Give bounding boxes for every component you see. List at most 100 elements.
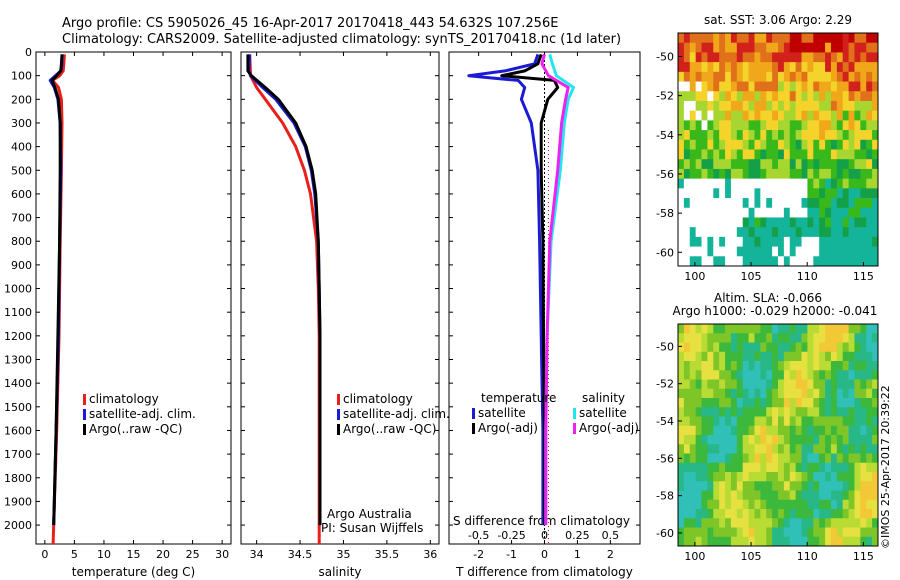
map-cell [772,481,779,491]
map-cell [689,71,697,82]
map-cell [848,52,855,63]
map-cell [772,398,779,408]
map-x-tick-label: 105 [741,550,762,563]
map-cell [789,518,797,528]
map-cell [848,168,855,180]
map-cell [854,42,861,53]
map-cell [819,499,826,510]
map-cell [760,149,767,160]
map-cell [783,130,791,141]
map-cell [819,416,826,427]
map-cell [695,188,702,199]
map-cell [725,453,732,464]
map-cell [801,509,808,519]
legend-swatch [83,409,86,420]
map-cell [772,217,779,228]
map-cell [783,100,791,112]
map-cell [801,490,808,501]
x-tick-label: 30 [215,548,229,561]
map-cell [836,435,844,445]
map-cell [736,256,744,267]
map-cell [730,149,738,160]
map-cell [866,91,873,102]
map-cell [760,462,767,473]
map-cell [689,91,697,102]
map-cell [842,217,849,228]
map-cell [707,462,714,473]
map-cell [683,324,691,334]
map-cell [807,236,814,247]
map-cell [772,91,779,102]
map-cell [789,324,797,334]
map-cell [707,379,714,390]
map-cell [866,499,873,510]
map-cell [695,499,702,510]
map-cell [701,42,708,53]
map-cell [836,490,844,501]
map-cell [795,236,802,247]
map-cell [830,42,838,53]
map-cell [766,130,773,141]
depth-tick-label: 1700 [4,448,32,461]
map-cell [813,342,820,353]
s-tick-label: 0.25 [565,529,590,542]
map-cell [789,207,797,218]
map-cell [742,462,749,473]
map-cell [689,62,697,73]
map-cell [795,444,802,454]
map-cell [872,324,879,334]
map-cell [707,33,714,44]
map-cell [719,472,726,482]
map-cell [860,472,867,482]
map-cell [689,217,697,228]
map-cell [754,361,761,371]
x-tick-label: 1 [574,548,581,561]
map-cell [819,333,826,343]
map-cell [842,33,849,44]
map-cell [707,453,714,464]
map-cell [783,379,791,390]
map-cell [819,159,826,170]
map-cell [748,536,755,547]
map-cell [701,188,708,199]
map-cell [742,42,749,53]
map-cell [766,499,773,510]
map-cell [854,342,861,353]
map-cell [766,509,773,519]
map-cell [719,481,726,491]
map-cell [760,324,767,334]
map-cell [695,81,702,92]
map-cell [866,130,873,141]
map-cell [848,481,855,491]
map-cell [719,444,726,454]
map-cell [754,62,761,73]
map-cell [789,62,797,73]
map-cell [742,256,749,267]
map-cell [754,168,761,180]
map-cell [701,518,708,528]
map-cell [701,416,708,427]
map-cell [830,407,838,417]
map-cell [783,33,791,44]
map-cell [842,333,849,343]
map-cell [725,462,732,473]
map-cell [695,159,702,170]
map-cell [860,509,867,519]
map-cell [713,168,720,180]
map-cell [836,462,844,473]
map-cell [772,52,779,63]
map-cell [725,361,732,371]
map-cell [872,536,879,547]
map-cell [819,370,826,380]
map-cell [730,324,738,334]
map-cell [866,351,873,362]
map-cell [813,42,820,53]
map-frame [677,32,879,267]
map-cell [866,149,873,160]
map-cell [795,33,802,44]
map-cell [748,71,755,82]
map-cell [825,462,832,473]
map-cell [748,518,755,528]
map-cell [848,351,855,362]
map-cell [825,342,832,353]
